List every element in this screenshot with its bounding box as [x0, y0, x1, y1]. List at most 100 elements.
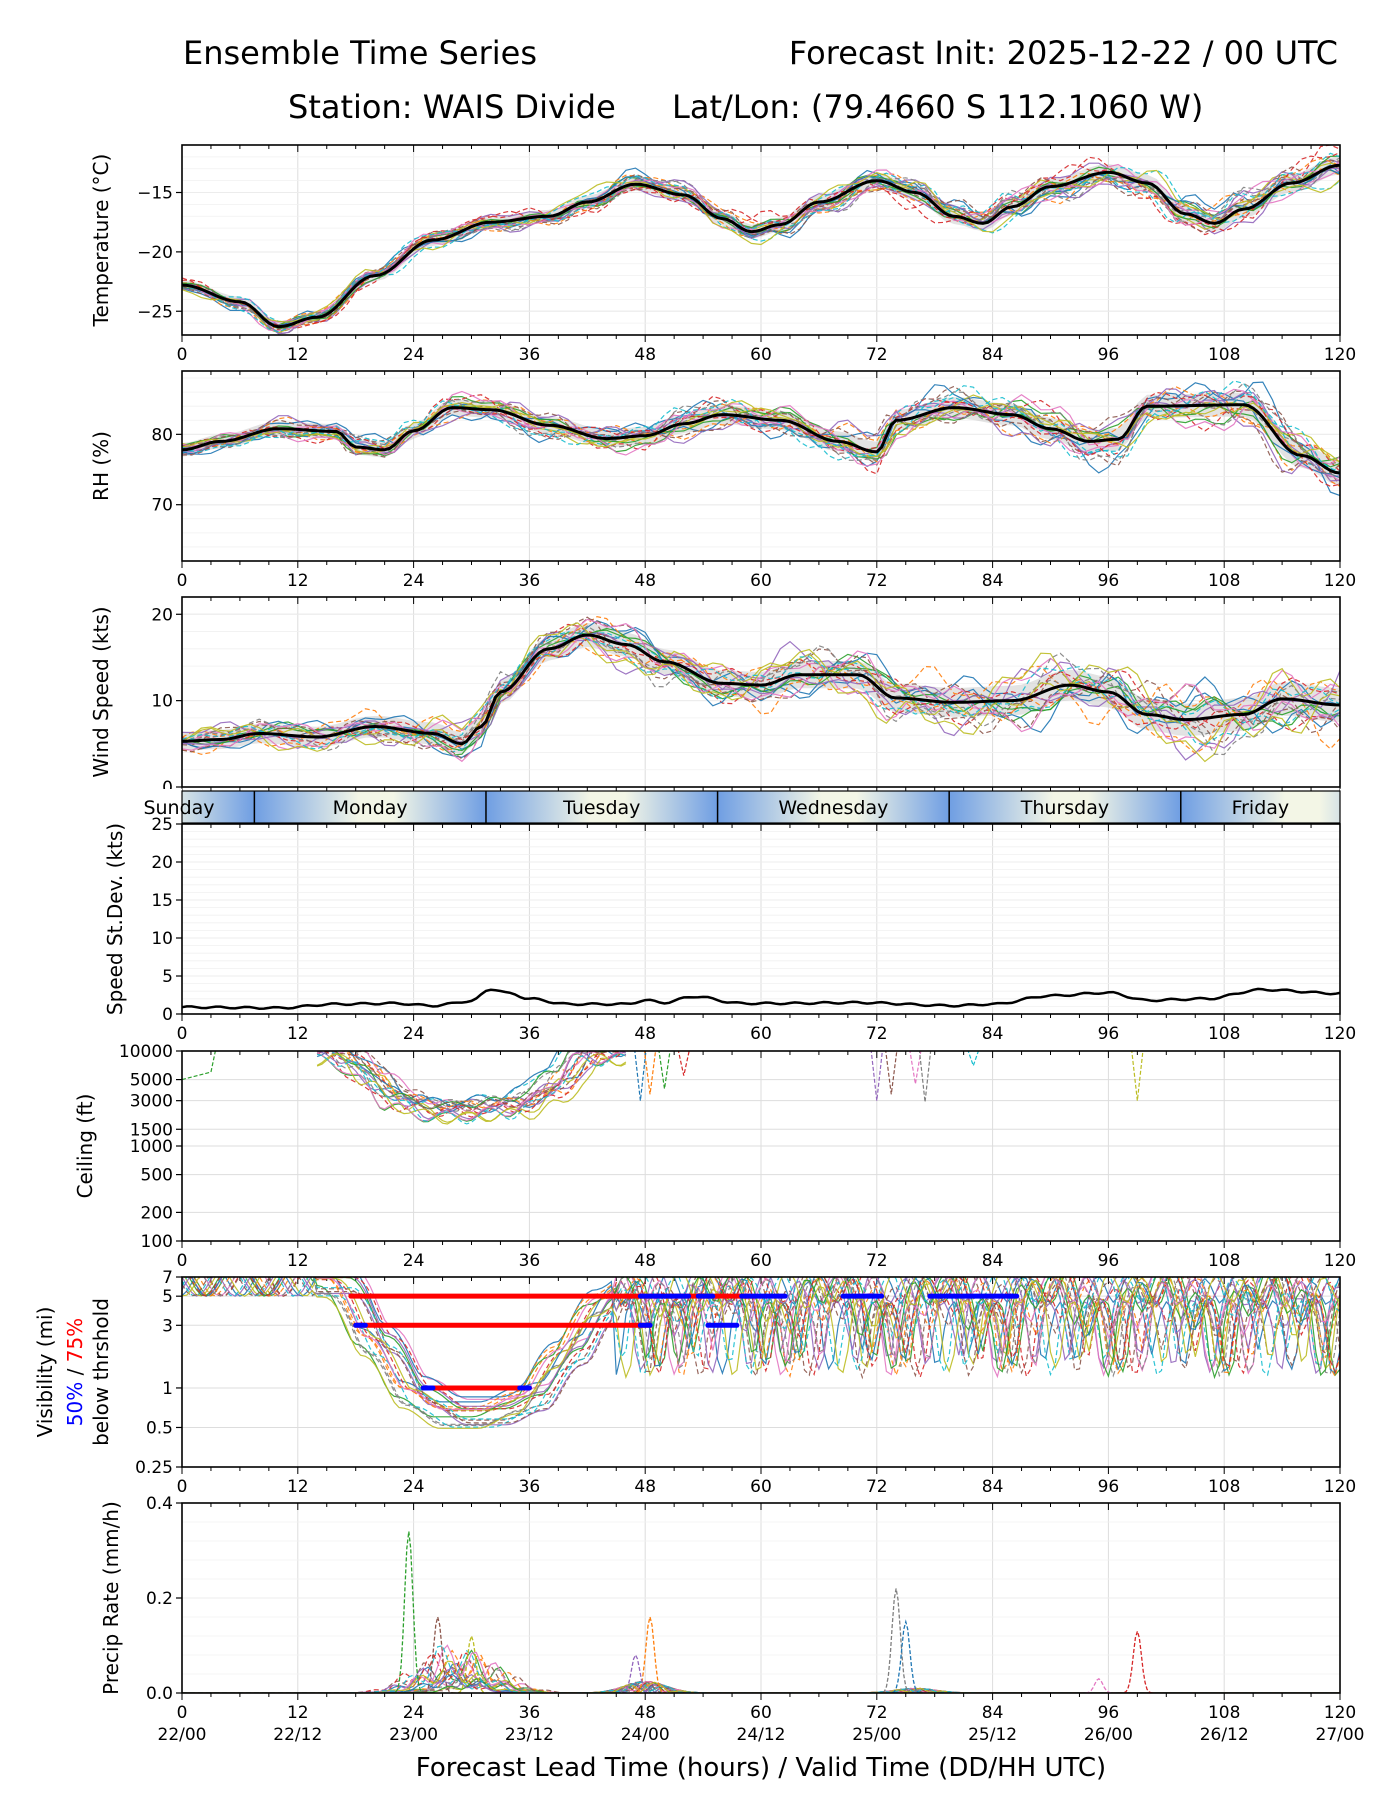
- temperature-member-line: [182, 169, 1340, 323]
- precip-frame: [181, 1502, 1341, 1694]
- visibility-panel: 0.25 0.5 1 3 57 0 12 24 36 48 60 72 84 96 108 120 Visibi…: [33, 1268, 1356, 1497]
- rh-member-line: [182, 391, 1340, 487]
- visibility-xtick-label: 36: [519, 1477, 541, 1497]
- ceiling-xtick-label: 24: [403, 1251, 425, 1271]
- temperature-xtick-label: 24: [403, 345, 425, 365]
- day-segment: [485, 791, 718, 823]
- visibility-member-line: [182, 1277, 1340, 1424]
- temperature-member-line: [182, 164, 1340, 329]
- ceiling-member-line: [316, 1052, 627, 1122]
- speed_stdev-xtick-label: 96: [1098, 1024, 1120, 1044]
- ceiling-member-line: [328, 1051, 563, 1105]
- wind_speed-member-line: [182, 631, 1340, 753]
- forecast-init-label: Forecast Init: 2025-12-22 / 00 UTC: [788, 34, 1338, 72]
- ceiling-member-line: [333, 1051, 609, 1110]
- rh-xtick-label: 0: [177, 571, 188, 591]
- precip-xtick-label: 48: [634, 1703, 656, 1723]
- valid-time-label: 25/00: [852, 1725, 901, 1745]
- temperature-xtick-label: 0: [177, 345, 188, 365]
- day-segment: [254, 791, 486, 823]
- ceiling-xtick-label: 108: [1208, 1251, 1240, 1271]
- rh-xtick-label: 72: [866, 571, 888, 591]
- rh-spread-band: [182, 392, 1340, 486]
- precip-xtick-label: 96: [1098, 1703, 1120, 1723]
- temperature-xtick-label: 108: [1208, 345, 1240, 365]
- temperature-xticks: 0 12 24 36 48 60 72 84 96 108 120: [177, 145, 1356, 365]
- day-label: Monday: [333, 797, 408, 819]
- ceiling-ytick-label: 500: [141, 1166, 173, 1186]
- ceiling-member-line: [316, 1051, 626, 1118]
- visibility-xticks: 0 12 24 36 48 60 72 84 96 108 120: [177, 1277, 1356, 1497]
- ceiling-spike: [909, 1051, 922, 1085]
- ceiling-spike: [870, 1051, 883, 1101]
- ceiling-spike: [677, 1051, 690, 1076]
- ceiling-member-line: [316, 1051, 627, 1112]
- day-label: Tuesday: [562, 797, 640, 819]
- speed_stdev-xtick-label: 0: [177, 1024, 188, 1044]
- ceiling-spike: [1131, 1051, 1144, 1101]
- precip-peak: [1118, 1629, 1155, 1693]
- precip-panel: 0.0 0.2 0.4 0 12 24 36 48 60 72 84 96 108 120 Precip R…: [99, 1494, 1365, 1783]
- precip-xtick-label: 60: [750, 1703, 772, 1723]
- ceiling-xtick-label: 96: [1098, 1251, 1120, 1271]
- visibility-xtick-label: 24: [403, 1477, 425, 1497]
- day-segment: [717, 791, 950, 823]
- day-label: Thursday: [1020, 797, 1109, 819]
- precip-member-line: [182, 1652, 1340, 1693]
- rh-xtick-label: 36: [519, 571, 541, 591]
- wind_speed-ytick-label: 20: [151, 605, 173, 625]
- temperature-yticks: −25 −20 −15: [137, 184, 182, 322]
- ceiling-member-line: [333, 1051, 610, 1111]
- precip-ytick-label: 0.4: [146, 1494, 173, 1514]
- day-label: Wednesday: [778, 797, 888, 819]
- wind_speed-member-line: [182, 628, 1340, 750]
- precip-xtick-label: 24: [403, 1703, 425, 1723]
- wind_speed-mean-line: [182, 633, 1340, 746]
- speed_stdev-ytick-label: 20: [151, 853, 173, 873]
- temperature-frame: [181, 144, 1341, 336]
- ceiling-ytick-label: 1500: [130, 1120, 173, 1140]
- rh-member-line: [182, 394, 1340, 463]
- speed_stdev-panel: 0 5 10 15 20 25 0 12 24 36 48 60 72 84 96 108 120 Speed S…: [103, 815, 1356, 1044]
- temperature-ytick-label: −20: [137, 243, 173, 263]
- temperature-grid: [181, 144, 1341, 336]
- latlon-label: Lat/Lon: (79.4660 S 112.1060 W): [672, 88, 1204, 126]
- ceiling-ytick-label: 100: [141, 1232, 173, 1252]
- valid-time-label: 22/00: [158, 1725, 207, 1745]
- speed_stdev-xtick-label: 24: [403, 1024, 425, 1044]
- ceiling-member-line: [347, 1051, 559, 1108]
- speed_stdev-xtick-label: 84: [982, 1024, 1004, 1044]
- speed_stdev-yticks: 0 5 10 15 20 25: [151, 815, 182, 1025]
- visibility-xtick-label: 108: [1208, 1477, 1240, 1497]
- precip-xtick-label: 84: [982, 1703, 1004, 1723]
- visibility-xtick-label: 12: [287, 1477, 309, 1497]
- visibility-members: [182, 1277, 1340, 1429]
- ceiling-spike: [182, 1051, 216, 1081]
- precip-ylabel: Precip Rate (mm/h): [99, 1501, 123, 1695]
- speed_stdev-xtick-label: 12: [287, 1024, 309, 1044]
- ceiling-spike: [634, 1051, 647, 1101]
- speed_stdev-ytick-label: 15: [151, 891, 173, 911]
- speed_stdev-xticks: 0 12 24 36 48 60 72 84 96 108 120: [177, 824, 1356, 1044]
- rh-xtick-label: 96: [1098, 571, 1120, 591]
- ceiling-xtick-label: 120: [1324, 1251, 1356, 1271]
- wind_speed-frame: [181, 596, 1341, 788]
- visibility-xtick-label: 120: [1324, 1477, 1356, 1497]
- valid-time-label: 26/12: [1200, 1725, 1249, 1745]
- day-label: Sunday: [143, 797, 214, 819]
- speed_stdev-xtick-label: 60: [750, 1024, 772, 1044]
- wind_speed-member-line: [182, 635, 1340, 751]
- day-bar: Sunday Monday Tuesday Wednesday Thursday Frid…: [0, 789, 1400, 825]
- temperature-xtick-label: 96: [1098, 345, 1120, 365]
- temperature-ytick-label: −15: [137, 184, 173, 204]
- visibility-ylabel: Visibility (mi): [33, 1307, 57, 1438]
- visibility-member-line: [182, 1277, 1340, 1407]
- rh-member-line: [182, 404, 1340, 468]
- valid-time-label: 22/12: [273, 1725, 322, 1745]
- visibility-ylabel-sep: /: [63, 1362, 87, 1381]
- rh-panel: 70 80 0 12 24 36 48 60 72 84 96 108 120 RH (%): [89, 370, 1356, 591]
- precip-grid: [181, 1502, 1341, 1694]
- ceiling-ytick-label: 200: [141, 1203, 173, 1223]
- rh-plot-area: [182, 380, 1340, 497]
- rh-yticks: 70 80: [151, 425, 182, 516]
